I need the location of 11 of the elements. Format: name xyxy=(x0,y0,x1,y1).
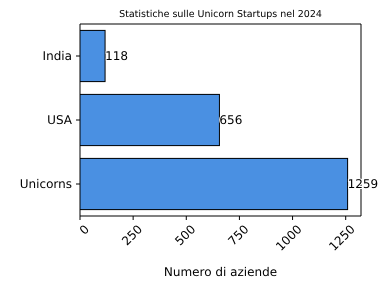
x-tick-label: 250 xyxy=(119,222,146,248)
data-label: 118 xyxy=(105,49,128,64)
x-tick-label: 0 xyxy=(76,222,92,238)
y-tick-label: Unicorns xyxy=(20,177,72,192)
chart-title: Statistiche sulle Unicorn Startups nel 2024 xyxy=(119,9,322,20)
y-tick-label: India xyxy=(42,49,72,64)
data-label: 656 xyxy=(219,113,242,128)
x-tick-label: 750 xyxy=(225,222,252,248)
x-axis-title: Numero di aziende xyxy=(164,265,278,279)
x-tick-label: 500 xyxy=(172,222,198,248)
y-tick-label: USA xyxy=(47,113,73,128)
